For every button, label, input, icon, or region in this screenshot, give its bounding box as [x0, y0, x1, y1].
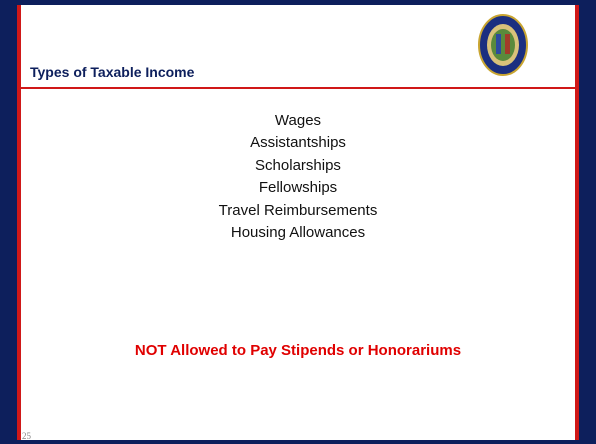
top-band	[0, 0, 596, 5]
item: Assistantships	[250, 134, 346, 152]
header-rule	[21, 87, 575, 89]
notice: NOT Allowed to Pay Stipends or Honorariu…	[134, 342, 462, 359]
item: Wages	[274, 112, 322, 129]
seal	[478, 14, 528, 76]
item-list: Wages Assistantships Scholarships Fellowshi…	[20, 110, 576, 244]
item: Housing Allowances	[230, 224, 366, 242]
item: Scholarships	[255, 156, 341, 174]
left-band	[0, 0, 17, 444]
right-band	[579, 0, 596, 444]
left-rule	[17, 5, 21, 440]
item: Fellowships	[258, 179, 338, 197]
item: Travel Reimbursements	[218, 201, 378, 219]
bottom-band	[0, 440, 596, 444]
page-number: 25	[22, 431, 31, 441]
right-rule	[575, 5, 579, 440]
slide-title: Types of Taxable Income	[30, 64, 195, 80]
